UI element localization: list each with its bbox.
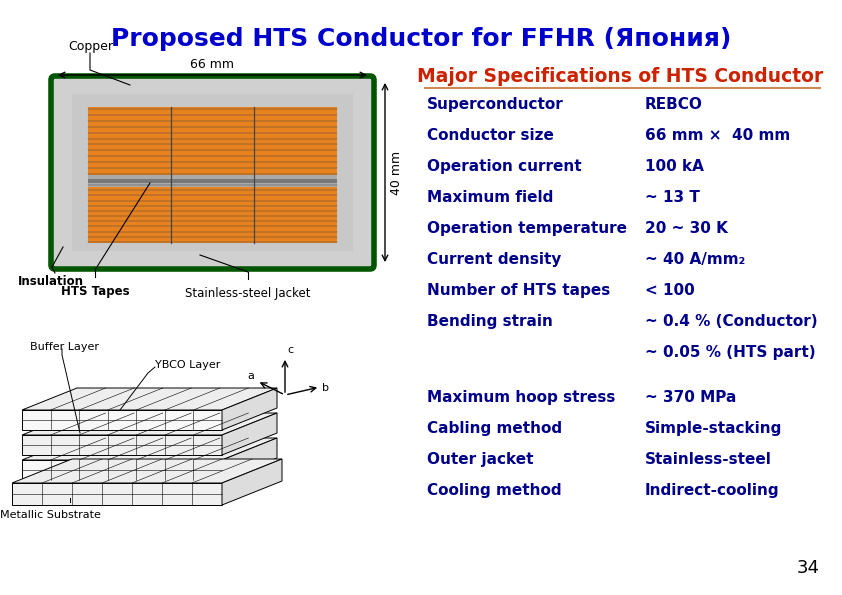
Text: Cooling method: Cooling method <box>427 483 562 498</box>
Text: ~ 0.4 % (Conductor): ~ 0.4 % (Conductor) <box>645 314 818 329</box>
Bar <box>88 183 337 243</box>
Polygon shape <box>22 435 222 455</box>
Text: Maximum hoop stress: Maximum hoop stress <box>427 390 616 405</box>
Text: Current density: Current density <box>427 252 562 267</box>
Text: Major Specifications of HTS Conductor: Major Specifications of HTS Conductor <box>417 67 823 86</box>
Text: REBCO: REBCO <box>645 97 703 112</box>
Text: Conductor size: Conductor size <box>427 128 554 143</box>
Polygon shape <box>222 413 277 455</box>
Text: Operation current: Operation current <box>427 159 582 174</box>
Polygon shape <box>12 459 282 483</box>
Text: 66 mm: 66 mm <box>190 58 234 71</box>
FancyBboxPatch shape <box>51 76 374 269</box>
Text: ~ 370 MPa: ~ 370 MPa <box>645 390 737 405</box>
Polygon shape <box>22 460 222 480</box>
Text: HTS Tapes: HTS Tapes <box>61 285 130 298</box>
Text: Metallic Substrate: Metallic Substrate <box>0 510 100 520</box>
Text: 40 mm: 40 mm <box>390 151 403 195</box>
Text: Copper: Copper <box>68 40 113 53</box>
Polygon shape <box>12 483 222 505</box>
Polygon shape <box>22 438 277 460</box>
Text: Number of HTS tapes: Number of HTS tapes <box>427 283 610 298</box>
Text: 34: 34 <box>797 559 820 577</box>
Polygon shape <box>222 459 282 505</box>
Text: Insulation: Insulation <box>18 275 84 288</box>
Text: YBCO Layer: YBCO Layer <box>155 360 221 370</box>
Text: Bending strain: Bending strain <box>427 314 553 329</box>
Text: Cabling method: Cabling method <box>427 421 562 436</box>
Bar <box>88 175 337 183</box>
Text: Stainless-steel Jacket: Stainless-steel Jacket <box>185 287 311 300</box>
Text: a: a <box>247 371 254 381</box>
Text: Proposed HTS Conductor for FFHR (Япония): Proposed HTS Conductor for FFHR (Япония) <box>111 27 731 51</box>
Bar <box>88 175 337 179</box>
Polygon shape <box>22 410 222 430</box>
Text: 100 kA: 100 kA <box>645 159 704 174</box>
Text: ~ 13 T: ~ 13 T <box>645 190 700 205</box>
Polygon shape <box>22 413 277 435</box>
Text: ~ 40 A/mm₂: ~ 40 A/mm₂ <box>645 252 745 267</box>
Polygon shape <box>222 388 277 430</box>
Text: c: c <box>287 345 293 355</box>
Polygon shape <box>22 388 277 410</box>
Text: Outer jacket: Outer jacket <box>427 452 534 467</box>
Text: < 100: < 100 <box>645 283 695 298</box>
Text: ~ 0.05 % (HTS part): ~ 0.05 % (HTS part) <box>645 345 816 360</box>
Text: Buffer Layer: Buffer Layer <box>30 342 99 352</box>
Text: Maximum field: Maximum field <box>427 190 553 205</box>
Text: Stainless-steel: Stainless-steel <box>645 452 772 467</box>
Text: Simple-stacking: Simple-stacking <box>645 421 782 436</box>
Bar <box>88 107 337 175</box>
Polygon shape <box>222 438 277 480</box>
Bar <box>88 183 337 187</box>
Text: Operation temperature: Operation temperature <box>427 221 627 236</box>
Text: 66 mm ×  40 mm: 66 mm × 40 mm <box>645 128 791 143</box>
Text: 20 ~ 30 K: 20 ~ 30 K <box>645 221 727 236</box>
Text: Superconductor: Superconductor <box>427 97 564 112</box>
Bar <box>72 94 353 251</box>
Text: b: b <box>322 383 329 393</box>
Text: Indirect-cooling: Indirect-cooling <box>645 483 780 498</box>
